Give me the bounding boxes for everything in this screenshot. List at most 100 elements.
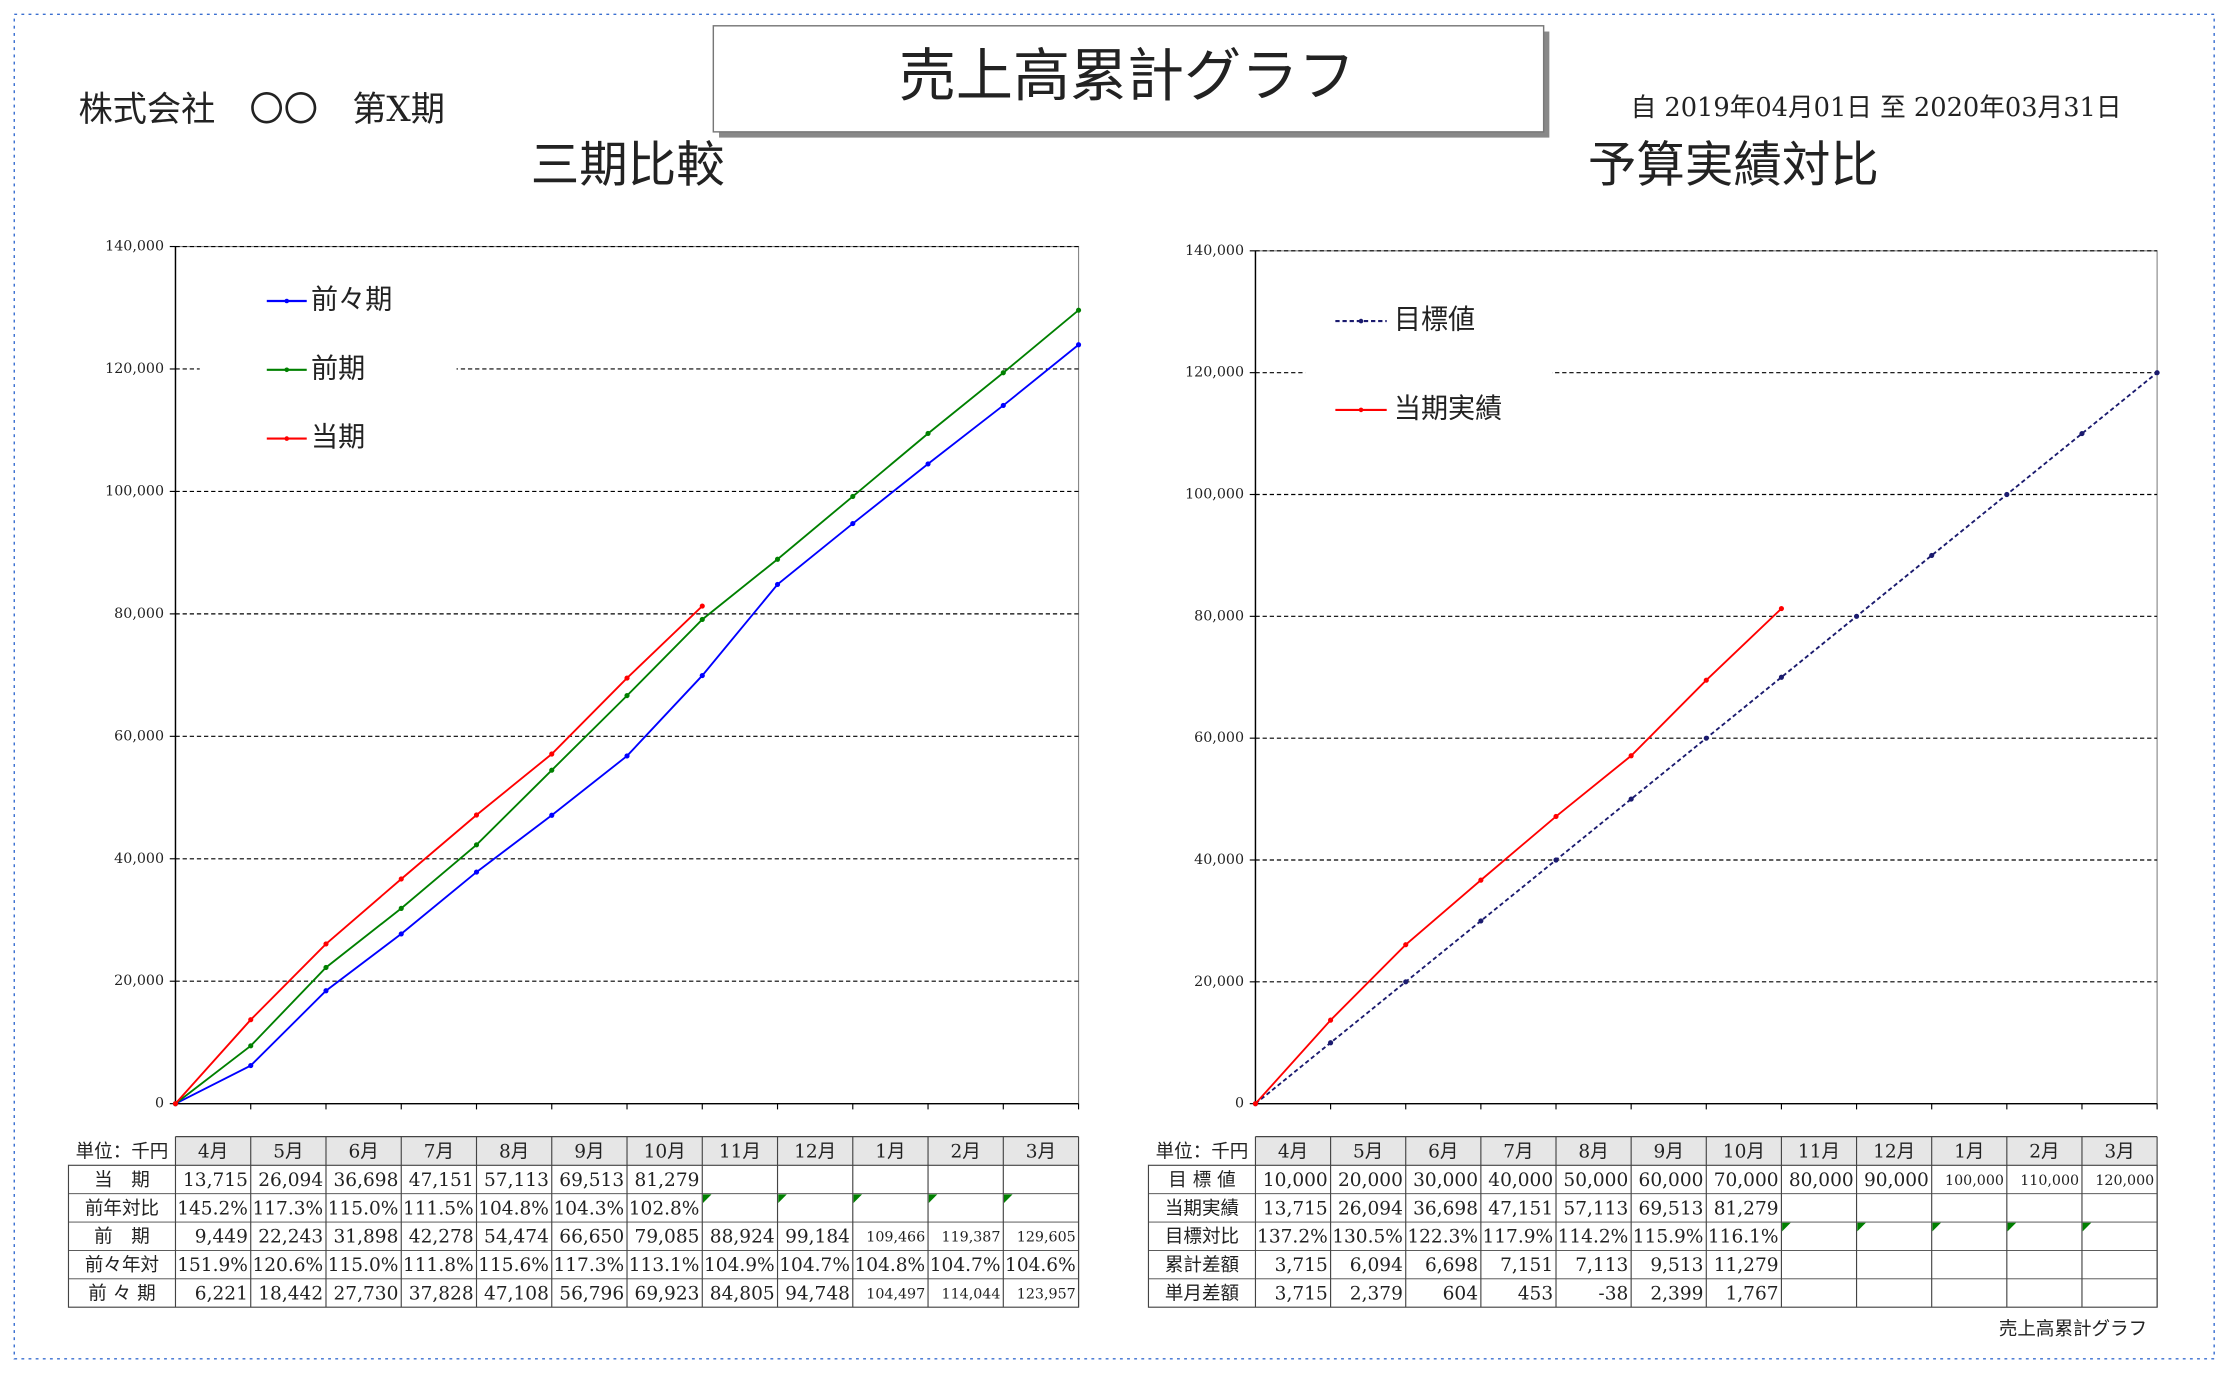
table-cell: 11,279 [1714, 1255, 1779, 1276]
row-label: 前 期 [94, 1227, 150, 1248]
chart-title: 三期比較 [531, 138, 725, 194]
error-indicator [2082, 1222, 2092, 1232]
table-cell: 119,387 [942, 1230, 1001, 1246]
table-cell: 80,000 [1789, 1170, 1854, 1191]
data-point [2154, 370, 2160, 376]
y-tick-label: 20,000 [1194, 974, 1244, 990]
error-indicator [1932, 1222, 1941, 1232]
table-cell: 6,094 [1350, 1255, 1403, 1276]
legend-label: 当期 [311, 422, 365, 453]
table-cell: 1,767 [1726, 1283, 1779, 1304]
table-cell: 88,924 [710, 1227, 775, 1248]
data-point [1000, 370, 1006, 376]
table-cell: 104.7% [930, 1255, 1001, 1276]
table-cell: 9,449 [195, 1227, 248, 1248]
series-line [1254, 607, 1783, 1105]
table-header: 4月 [198, 1141, 228, 1162]
table-cell: 50,000 [1563, 1170, 1628, 1191]
table-header: 10月 [1723, 1141, 1765, 1162]
error-indicator [2007, 1222, 2017, 1232]
data-point [1328, 1040, 1334, 1046]
table-cell: 102.8% [629, 1198, 700, 1219]
data-point [323, 964, 329, 971]
data-point [925, 430, 931, 437]
table-header: 3月 [2104, 1141, 2134, 1162]
table-header: 11月 [719, 1141, 761, 1162]
data-point [1403, 942, 1409, 948]
footer: 売上高累計グラフ [1999, 1319, 2147, 1340]
table-cell: 145.2% [177, 1198, 248, 1219]
row-label: 目標対比 [1165, 1227, 1239, 1248]
y-tick-label: 60,000 [114, 728, 164, 744]
table-cell: 120.6% [252, 1255, 323, 1276]
table-cell: 137.2% [1257, 1227, 1328, 1248]
page-border [13, 13, 2215, 1360]
table-header: 単位：千円 [76, 1141, 169, 1162]
legend-box [199, 265, 457, 466]
data-point [323, 941, 329, 947]
table-cell: 47,151 [409, 1170, 474, 1191]
table-header: 12月 [794, 1141, 836, 1162]
table-header: 1月 [875, 1141, 905, 1162]
table-cell: 151.9% [177, 1255, 248, 1276]
data-point [850, 521, 856, 527]
error-indicator [853, 1194, 863, 1203]
table-header: 単位：千円 [1156, 1141, 1249, 1162]
data-point [248, 1043, 254, 1049]
table-cell: 6,221 [195, 1283, 248, 1304]
table-cell: -38 [1598, 1283, 1628, 1304]
data-point [2004, 491, 2010, 498]
table-cell: 116.1% [1708, 1227, 1779, 1248]
table-cell: 123,957 [1017, 1286, 1076, 1302]
table-cell: 20,000 [1338, 1170, 1403, 1191]
data-point [473, 842, 480, 848]
table-cell: 60,000 [1639, 1170, 1704, 1191]
table-cell: 110,000 [2020, 1173, 2079, 1189]
table-cell: 115.0% [328, 1198, 399, 1219]
table-cell: 6,698 [1425, 1255, 1478, 1276]
table-header: 9月 [1654, 1141, 1684, 1162]
report-title: 売上高累計グラフ [899, 43, 1355, 109]
data-point [699, 672, 705, 679]
legend-label: 当期実績 [1394, 393, 1502, 424]
period: 自 2019年04月01日 至 2020年03月31日 [1631, 93, 2122, 123]
data-point [1853, 613, 1860, 619]
table-cell: 13,715 [183, 1170, 248, 1191]
table-cell: 94,748 [785, 1283, 850, 1304]
table-cell: 109,466 [866, 1230, 925, 1246]
data-point [624, 693, 630, 699]
table-cell: 69,923 [635, 1283, 700, 1304]
data-point [1628, 796, 1634, 802]
table-cell: 70,000 [1714, 1170, 1779, 1191]
table-cell: 453 [1518, 1283, 1553, 1304]
data-point [323, 988, 329, 994]
table-cell: 36,698 [1413, 1198, 1478, 1219]
table-cell: 104.9% [704, 1255, 775, 1276]
table-cell: 114.2% [1558, 1227, 1629, 1248]
row-label: 前 々 期 [88, 1283, 155, 1304]
data-point [398, 876, 404, 882]
error-indicator [1782, 1222, 1791, 1232]
data-point [1075, 342, 1082, 348]
table-cell: 104,497 [866, 1286, 925, 1302]
y-tick-label: 60,000 [1194, 730, 1244, 746]
legend-dot [284, 367, 290, 373]
table-cell: 122.3% [1407, 1227, 1478, 1248]
title-box [712, 25, 1545, 133]
legend-label: 前期 [311, 353, 365, 384]
data-point [624, 753, 630, 759]
y-tick-label: 40,000 [114, 851, 164, 867]
error-indicator [702, 1194, 712, 1203]
table-header: 7月 [424, 1141, 454, 1162]
data-point [398, 905, 404, 911]
table-cell: 22,243 [258, 1227, 323, 1248]
y-tick-label: 0 [1235, 1096, 1244, 1112]
table-cell: 130.5% [1332, 1227, 1403, 1248]
company: 株式会社 〇〇 第X期 [78, 90, 445, 130]
table-cell: 120,000 [2095, 1173, 2154, 1189]
data-point [1478, 918, 1484, 924]
table-cell: 104.6% [1005, 1255, 1076, 1276]
table-header: 6月 [1428, 1141, 1458, 1162]
row-label: 前々年対 [85, 1255, 159, 1276]
